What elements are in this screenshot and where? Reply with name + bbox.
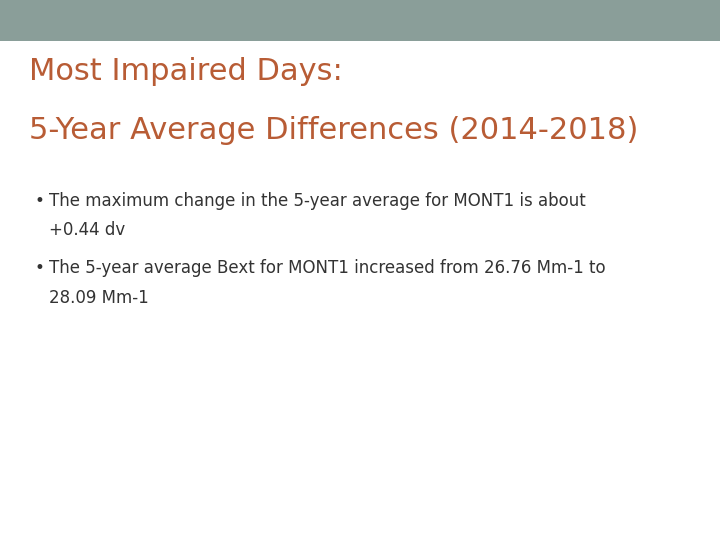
Text: The 5-year average Bext for MONT1 increased from 26.76 Mm-1 to: The 5-year average Bext for MONT1 increa… [49, 259, 606, 277]
Text: Most Impaired Days:: Most Impaired Days: [29, 57, 343, 86]
Text: •: • [35, 192, 45, 210]
Text: 5-Year Average Differences (2014-2018): 5-Year Average Differences (2014-2018) [29, 116, 638, 145]
Text: 28.09 Mm-1: 28.09 Mm-1 [49, 289, 149, 307]
Text: +0.44 dv: +0.44 dv [49, 221, 125, 239]
Text: The maximum change in the 5-year average for MONT1 is about: The maximum change in the 5-year average… [49, 192, 585, 210]
Text: •: • [35, 259, 45, 277]
